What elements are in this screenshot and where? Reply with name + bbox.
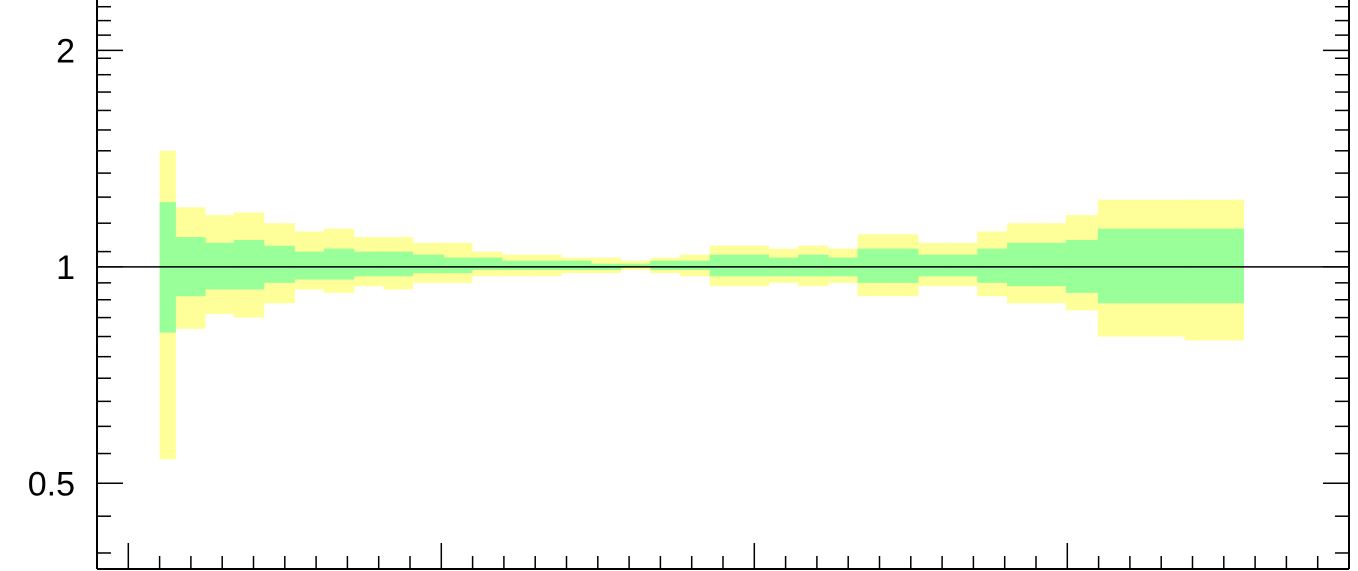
band-1-bin-5 bbox=[294, 251, 325, 280]
band-1-bin-4 bbox=[263, 245, 295, 283]
band-1-bin-24 bbox=[857, 248, 888, 283]
band-1-bin-26 bbox=[917, 254, 949, 277]
band-1-bin-16 bbox=[620, 263, 651, 267]
band-1-bin-13 bbox=[531, 260, 562, 270]
band-1-bin-27 bbox=[947, 254, 978, 277]
uncertainty-bands bbox=[159, 150, 1244, 460]
band-1-bin-6 bbox=[323, 248, 355, 280]
band-1-bin-11 bbox=[471, 257, 503, 270]
band-1-bin-14 bbox=[561, 260, 592, 270]
band-1-bin-32 bbox=[1097, 228, 1127, 304]
y-tick-label-1: 1 bbox=[56, 249, 75, 287]
band-1-bin-8 bbox=[383, 251, 413, 277]
band-1-bin-10 bbox=[443, 257, 473, 274]
band-1-bin-30 bbox=[1036, 242, 1067, 287]
band-1-bin-20 bbox=[738, 254, 769, 277]
y-tick-labels: 0.5 1 2 bbox=[28, 32, 75, 503]
band-1-bin-17 bbox=[650, 260, 681, 270]
y-tick-label-2: 2 bbox=[56, 32, 75, 70]
band-1-bin-22 bbox=[798, 254, 829, 277]
band-1-bin-29 bbox=[1007, 242, 1038, 287]
band-1-bin-33 bbox=[1125, 228, 1186, 304]
band-1-bin-3 bbox=[233, 239, 265, 290]
band-1-bin-25 bbox=[887, 248, 919, 283]
y-tick-label-0: 0.5 bbox=[28, 465, 75, 503]
band-1-bin-9 bbox=[412, 254, 445, 274]
band-1-bin-7 bbox=[353, 251, 384, 277]
band-1-bin-18 bbox=[679, 260, 711, 270]
axis-ticks bbox=[97, 5, 1349, 569]
band-1-bin-34 bbox=[1184, 228, 1244, 304]
band-1-bin-28 bbox=[977, 248, 1008, 283]
band-1-bin-19 bbox=[709, 254, 740, 277]
band-1-bin-12 bbox=[501, 260, 532, 270]
